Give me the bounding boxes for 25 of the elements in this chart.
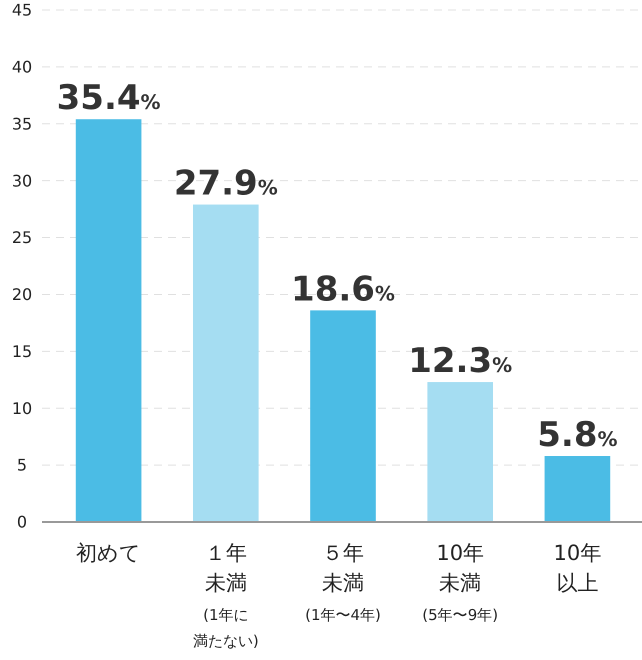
y-tick-label: 25	[12, 228, 32, 248]
bar	[544, 456, 610, 522]
data-label: 35.4%	[56, 78, 161, 118]
y-tick-label: 30	[12, 171, 32, 190]
bar	[76, 119, 142, 522]
y-tick-label: 15	[12, 342, 32, 361]
y-tick-label: 35	[12, 114, 32, 134]
y-tick-label: 40	[12, 57, 32, 76]
y-tick-label: 10	[12, 398, 32, 418]
x-tick-label: 初めて	[76, 541, 142, 565]
data-label: 12.3%	[408, 341, 512, 382]
x-tick-label: １年未満(1年に満たない)	[192, 541, 259, 650]
data-label: 5.8%	[537, 415, 618, 456]
y-tick-label: 20	[12, 285, 32, 304]
bar	[192, 204, 259, 522]
x-tick-label: 10年以上	[554, 541, 602, 595]
data-label: 27.9%	[174, 164, 278, 204]
y-tick-label: 45	[12, 0, 32, 20]
y-tick-label: 5	[16, 456, 28, 475]
y-tick-label: 0	[16, 512, 28, 532]
data-label: 18.6%	[291, 269, 395, 310]
bar	[427, 382, 494, 522]
bar	[310, 310, 376, 522]
x-tick-label: ５年未満(1年〜4年)	[305, 541, 381, 624]
x-tick-label: 10年未満(5年〜9年)	[422, 541, 498, 624]
